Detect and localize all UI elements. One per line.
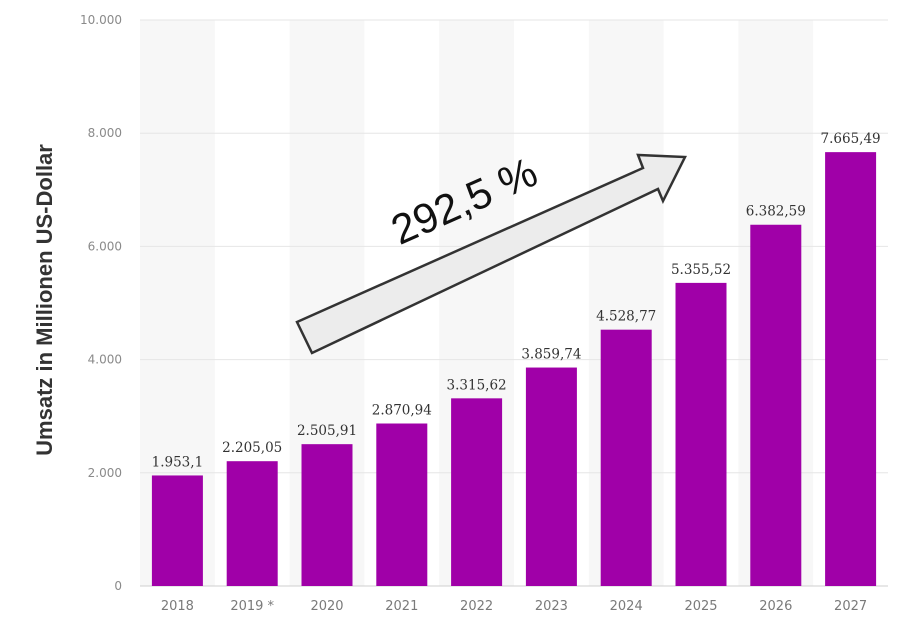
growth-arrow <box>295 153 687 355</box>
bar <box>525 367 577 586</box>
x-tick-label: 2026 <box>759 599 792 614</box>
data-label: 2.505,91 <box>297 423 357 439</box>
y-tick-label: 6.000 <box>88 239 122 253</box>
x-tick-label: 2020 <box>310 599 343 614</box>
bars <box>151 152 877 586</box>
x-tick-label: 2022 <box>460 599 493 614</box>
y-tick-label: 2.000 <box>88 466 122 480</box>
data-label: 2.205,05 <box>222 440 282 456</box>
x-tick-label: 2021 <box>385 599 418 614</box>
bar <box>376 423 428 586</box>
y-tick-label: 10.000 <box>80 13 122 27</box>
bar <box>750 224 802 586</box>
bar <box>600 329 652 586</box>
data-labels: 1.953,1 2.205,05 2.505,91 2.870,94 3.315,62 3… <box>152 131 881 470</box>
data-label: 1.953,1 <box>152 454 204 470</box>
y-axis-label: Umsatz in Millionen US-Dollar <box>32 144 57 456</box>
bar <box>825 152 877 586</box>
x-axis-ticks: 2018 2019 * 2020 2021 2022 2023 2024 2025 2026 20… <box>161 599 867 614</box>
data-label: 2.870,94 <box>372 403 432 419</box>
data-label: 6.382,59 <box>746 204 806 220</box>
y-tick-label: 4.000 <box>88 353 122 367</box>
data-label: 5.355,52 <box>671 262 731 278</box>
x-tick-label: 2023 <box>535 599 568 614</box>
bar <box>675 282 727 586</box>
y-tick-label: 8.000 <box>88 126 122 140</box>
x-tick-label: 2024 <box>610 599 643 614</box>
data-label: 3.315,62 <box>447 377 507 393</box>
data-label: 4.528,77 <box>596 309 656 325</box>
x-tick-label: 2018 <box>161 599 194 614</box>
x-tick-label: 2019 * <box>230 599 274 614</box>
bar <box>451 398 503 586</box>
x-tick-label: 2027 <box>834 599 867 614</box>
bar <box>301 444 353 586</box>
data-label: 7.665,49 <box>821 131 881 147</box>
bar <box>226 461 278 586</box>
y-tick-label: 0 <box>114 579 122 593</box>
bar <box>151 475 203 586</box>
arrow-shape <box>295 153 687 355</box>
y-axis-ticks: 0 2.000 4.000 6.000 8.000 10.000 <box>80 13 122 593</box>
x-tick-label: 2025 <box>684 599 717 614</box>
data-label: 3.859,74 <box>521 347 581 363</box>
